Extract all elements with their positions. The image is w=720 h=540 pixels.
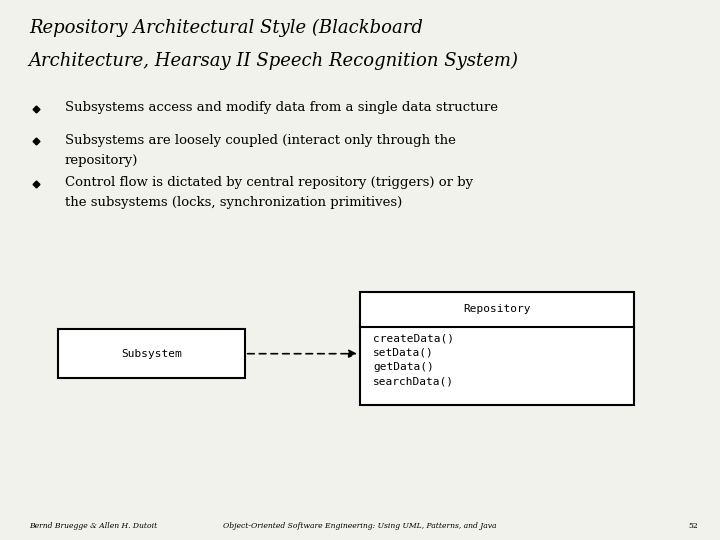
- Text: Repository: Repository: [463, 304, 531, 314]
- Text: 52: 52: [688, 522, 698, 530]
- Text: Bernd Bruegge & Allen H. Dutoit: Bernd Bruegge & Allen H. Dutoit: [29, 522, 157, 530]
- Bar: [360, 292, 634, 405]
- Text: repository): repository): [65, 154, 138, 167]
- Text: Architecture, Hearsay II Speech Recognition System): Architecture, Hearsay II Speech Recognit…: [29, 51, 519, 70]
- Text: the subsystems (locks, synchronization primitives): the subsystems (locks, synchronization p…: [65, 196, 402, 209]
- Bar: [58, 329, 245, 378]
- Text: Object-Oriented Software Engineering: Using UML, Patterns, and Java: Object-Oriented Software Engineering: Us…: [223, 522, 497, 530]
- Text: Subsystems are loosely coupled (interact only through the: Subsystems are loosely coupled (interact…: [65, 134, 456, 147]
- Text: Control flow is dictated by central repository (triggers) or by: Control flow is dictated by central repo…: [65, 176, 473, 189]
- Text: createData()
setData()
getData()
searchData(): createData() setData() getData() searchD…: [373, 333, 454, 387]
- Text: Subsystem: Subsystem: [121, 349, 181, 359]
- Text: Subsystems access and modify data from a single data structure: Subsystems access and modify data from a…: [65, 102, 498, 114]
- Text: Repository Architectural Style (Blackboard: Repository Architectural Style (Blackboa…: [29, 19, 423, 37]
